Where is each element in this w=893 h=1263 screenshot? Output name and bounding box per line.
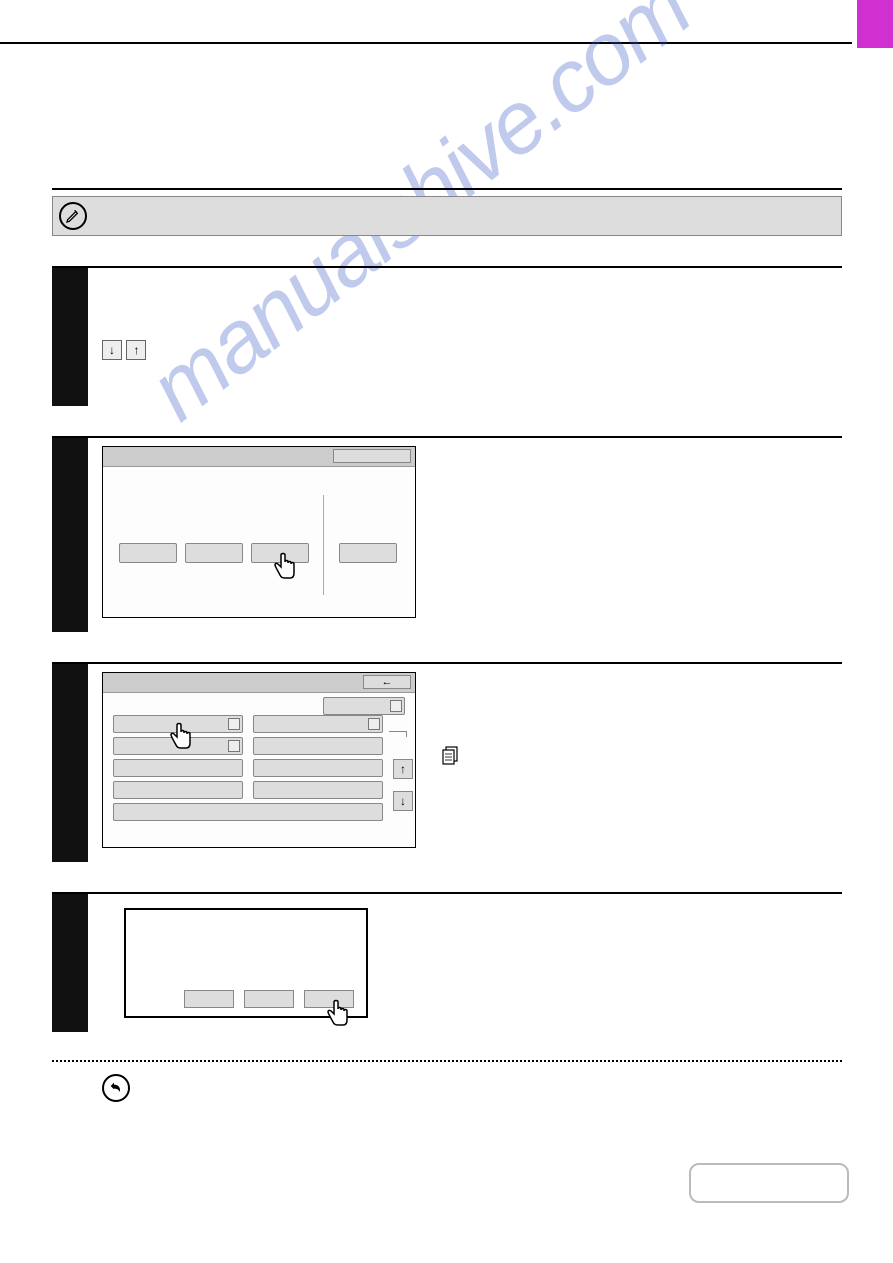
manual-page: manualshive.com ↓ ↑	[0, 0, 893, 1263]
panel-button[interactable]	[119, 543, 177, 563]
arrow-up-key[interactable]: ↑	[126, 340, 146, 360]
back-button[interactable]: ←	[363, 675, 411, 689]
touch-panel	[102, 446, 416, 618]
filter-button[interactable]	[323, 697, 405, 715]
header-button[interactable]	[333, 449, 411, 463]
step-2-body	[88, 438, 842, 632]
step-4	[52, 892, 842, 1032]
footer-box	[689, 1163, 849, 1203]
content-area: ↓ ↑	[52, 58, 842, 1102]
scroll-down-button[interactable]: ↓	[393, 791, 413, 811]
panel-header	[103, 447, 415, 467]
section-rule	[52, 188, 842, 190]
list-item[interactable]	[253, 715, 383, 733]
step-number-block	[52, 438, 88, 632]
note-bar	[52, 196, 842, 236]
step-3-body: ← ↑ ↓	[88, 664, 842, 862]
panel-button[interactable]	[339, 543, 397, 563]
panel-header: ←	[103, 673, 415, 693]
list-item[interactable]	[253, 737, 383, 755]
list-panel: ← ↑ ↓	[102, 672, 416, 848]
bracket-decoration	[389, 731, 407, 737]
divider	[323, 495, 324, 595]
step-3: ← ↑ ↓	[52, 662, 842, 862]
step-2	[52, 436, 842, 632]
tab-icon	[368, 718, 380, 730]
pages-icon	[442, 746, 460, 766]
undo-icon	[102, 1074, 130, 1102]
list-item[interactable]	[253, 759, 383, 777]
section-color-tab	[857, 0, 893, 48]
list-item[interactable]	[253, 781, 383, 799]
scroll-up-button[interactable]: ↑	[393, 759, 413, 779]
tab-icon	[390, 700, 402, 712]
confirm-dialog	[124, 908, 368, 1018]
step-1: ↓ ↑	[52, 266, 842, 406]
top-rule	[0, 42, 852, 44]
hand-cursor-icon	[322, 998, 352, 1032]
dialog-button[interactable]	[184, 990, 234, 1008]
hand-cursor-icon	[165, 721, 195, 755]
step-number-block	[52, 664, 88, 862]
step-number-block	[52, 894, 88, 1032]
list-item[interactable]	[113, 803, 383, 821]
dotted-divider	[52, 1060, 842, 1062]
step-1-body: ↓ ↑	[88, 268, 842, 406]
hand-cursor-icon	[269, 551, 299, 585]
panel-button[interactable]	[185, 543, 243, 563]
tab-icon	[228, 718, 240, 730]
arrow-down-key[interactable]: ↓	[102, 340, 122, 360]
step-4-body	[88, 894, 842, 1032]
tab-icon	[228, 740, 240, 752]
list-item[interactable]	[113, 759, 243, 777]
step-number-block	[52, 268, 88, 406]
pen-icon	[59, 202, 87, 230]
dialog-button[interactable]	[244, 990, 294, 1008]
list-item[interactable]	[113, 781, 243, 799]
